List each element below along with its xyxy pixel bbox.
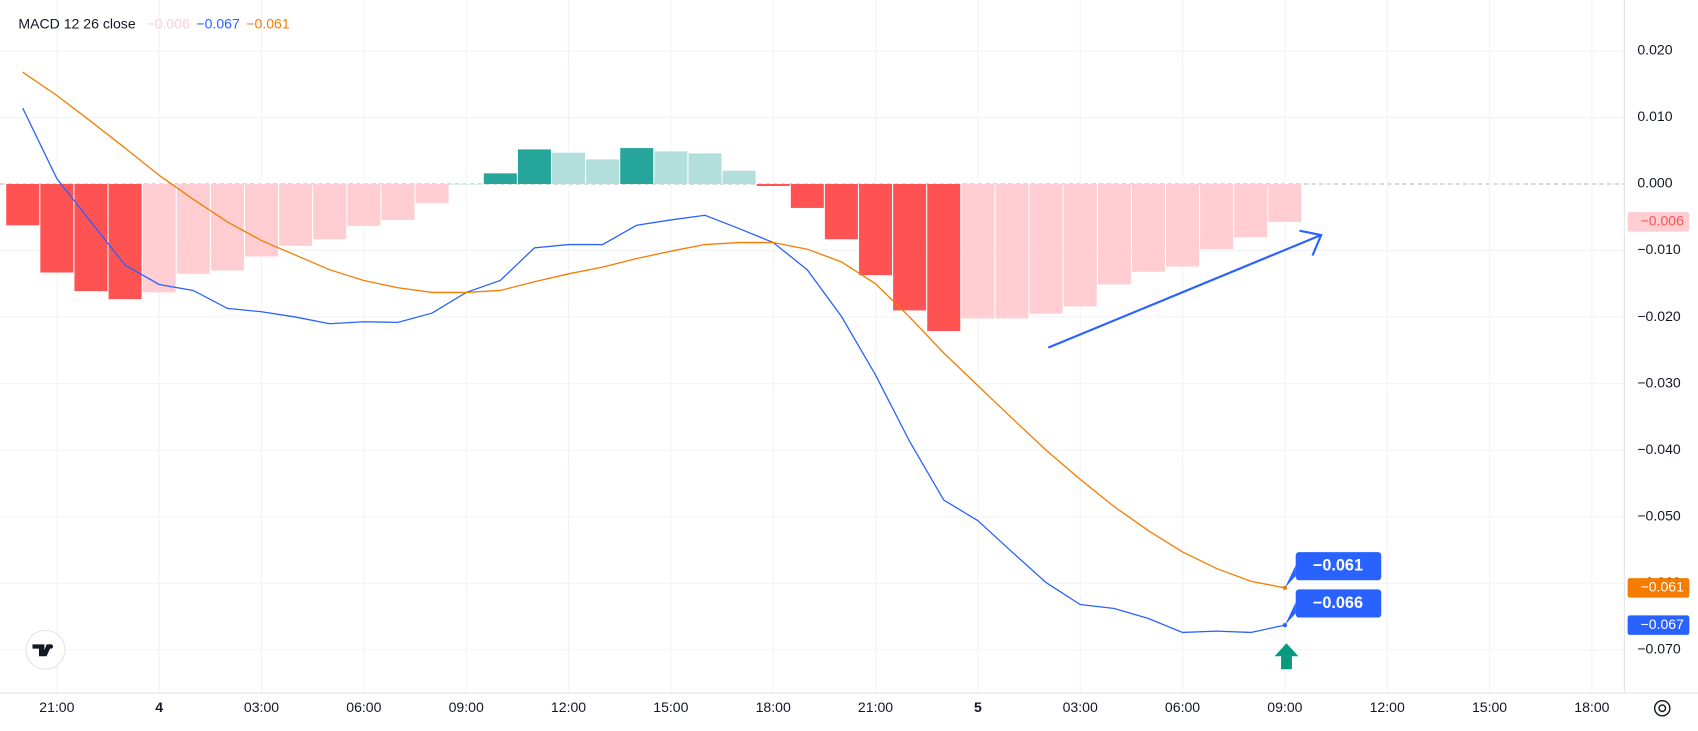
x-tick-label: 18:00 bbox=[1574, 699, 1609, 715]
histogram-bar bbox=[483, 173, 517, 184]
histogram-bar bbox=[824, 183, 858, 240]
histogram-bar bbox=[347, 183, 381, 226]
price-label: −0.006 bbox=[1641, 213, 1685, 229]
histogram-bar bbox=[245, 183, 279, 257]
histogram-bar bbox=[279, 183, 313, 246]
histogram-bar bbox=[449, 183, 483, 185]
indicator-title: MACD 12 26 close bbox=[18, 16, 135, 32]
histogram-bar bbox=[40, 183, 74, 273]
x-tick-label: 03:00 bbox=[244, 699, 279, 715]
x-tick-label: 12:00 bbox=[551, 699, 586, 715]
histogram-bar bbox=[1166, 183, 1200, 267]
price-label-bg bbox=[1627, 578, 1690, 598]
y-tick-label: −0.070 bbox=[1637, 640, 1681, 656]
callout-label: −0.061 bbox=[1313, 557, 1363, 575]
histogram-bar bbox=[654, 151, 688, 184]
labels: −0.006 −0.067 −0.061 0.020 0.010 0.000 −0.010 −… bbox=[39, 16, 1690, 715]
price-label: −0.067 bbox=[1641, 616, 1685, 632]
logo[interactable] bbox=[25, 629, 66, 670]
y-tick-label: −0.030 bbox=[1637, 374, 1681, 390]
x-tick-label: 06:00 bbox=[346, 699, 381, 715]
callout-label: −0.066 bbox=[1313, 594, 1363, 612]
legend-value: −0.061 bbox=[246, 16, 290, 32]
histogram-bar bbox=[1268, 183, 1302, 222]
end-dot bbox=[1282, 585, 1288, 591]
x-tick-label: 21:00 bbox=[39, 699, 74, 715]
callout-bg bbox=[1284, 565, 1296, 588]
histogram-bar bbox=[790, 183, 824, 208]
x-tick-label: 18:00 bbox=[756, 699, 791, 715]
plot bbox=[6, 71, 1302, 634]
histogram-bar bbox=[6, 183, 40, 226]
x-tick-label: 03:00 bbox=[1063, 699, 1098, 715]
y-tick-label: −0.040 bbox=[1637, 441, 1681, 457]
price-label-bg bbox=[1627, 615, 1690, 635]
grid bbox=[0, 0, 1625, 694]
callout-bg bbox=[1295, 552, 1382, 581]
x-tick-label: 4 bbox=[155, 699, 163, 715]
y-tick-label: −0.050 bbox=[1637, 507, 1681, 523]
histogram-bar bbox=[1234, 183, 1268, 238]
histogram-bar bbox=[586, 159, 620, 184]
histogram-bar bbox=[893, 183, 927, 311]
legend-value: −0.006 bbox=[146, 16, 190, 32]
histogram-bar bbox=[142, 183, 176, 293]
line bbox=[22, 71, 1285, 589]
histogram-bar bbox=[381, 183, 415, 220]
histogram-bar bbox=[620, 148, 654, 184]
histogram-bar bbox=[1063, 183, 1097, 307]
histogram-bar bbox=[517, 149, 551, 184]
x-tick-label: 12:00 bbox=[1370, 699, 1405, 715]
histogram-bar bbox=[1200, 183, 1234, 250]
histogram-bar bbox=[961, 183, 995, 319]
histogram-bar bbox=[1131, 183, 1165, 272]
histogram-bar bbox=[756, 183, 790, 186]
histogram-bar bbox=[176, 183, 210, 274]
callout-bg bbox=[1284, 602, 1296, 626]
histogram-bar bbox=[415, 183, 449, 204]
settings-icon[interactable] bbox=[1653, 699, 1671, 717]
histogram-bar bbox=[995, 183, 1029, 319]
end-dot bbox=[1282, 622, 1288, 628]
y-tick-label: −0.020 bbox=[1637, 308, 1681, 324]
y-tick-label: 0.010 bbox=[1637, 108, 1672, 124]
legend-value: −0.067 bbox=[196, 16, 240, 32]
x-tick-label: 5 bbox=[974, 699, 982, 715]
histogram-bar bbox=[927, 183, 961, 332]
histogram-bar bbox=[1029, 183, 1063, 314]
y-tick-label: 0.020 bbox=[1637, 42, 1672, 58]
histogram-bar bbox=[74, 183, 108, 292]
histogram-bar bbox=[552, 152, 586, 184]
histogram-bar bbox=[108, 183, 142, 300]
x-tick-label: 15:00 bbox=[1472, 699, 1507, 715]
x-tick-label: 09:00 bbox=[449, 699, 484, 715]
y-tick-label: −0.010 bbox=[1637, 241, 1681, 257]
x-tick-label: 06:00 bbox=[1165, 699, 1200, 715]
histogram-bar bbox=[688, 153, 722, 184]
histogram-bar bbox=[722, 170, 756, 184]
line bbox=[22, 107, 1286, 634]
histogram-bar bbox=[313, 183, 347, 240]
y-tick-label: 0.000 bbox=[1637, 175, 1672, 191]
x-tick-label: 21:00 bbox=[858, 699, 893, 715]
x-tick-label: 09:00 bbox=[1267, 699, 1302, 715]
histogram-bar bbox=[1097, 183, 1131, 285]
x-tick-label: 15:00 bbox=[653, 699, 688, 715]
callout-bg bbox=[1295, 589, 1382, 618]
histogram-bar bbox=[859, 183, 893, 276]
trend-arrow bbox=[1047, 229, 1323, 349]
histogram-bar bbox=[210, 183, 244, 271]
price-label: −0.061 bbox=[1641, 579, 1685, 595]
price-label-bg bbox=[1627, 212, 1690, 232]
